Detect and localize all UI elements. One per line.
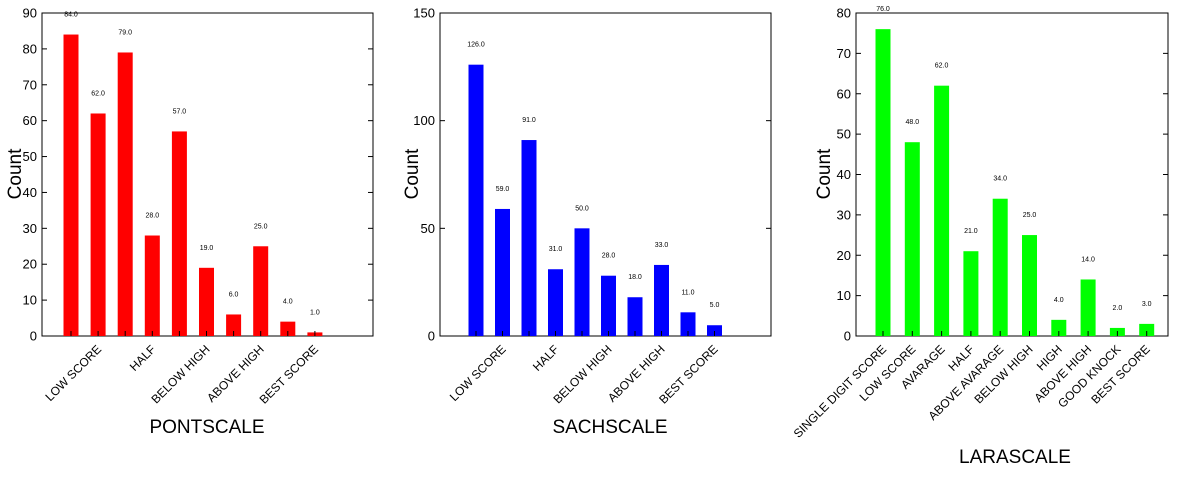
pontscale-chart: 0 10 20 30 40 50 60 70 80 90 84.0 62.0 LOW SCORE 79.0… (5, 6, 374, 438)
y-tick-label: 20 (23, 257, 37, 272)
y-tick-label: 90 (23, 6, 37, 21)
bar (171, 131, 187, 336)
data-label: 79.0 (118, 29, 132, 36)
plot-frame (855, 12, 1169, 337)
bar (548, 269, 563, 336)
y-tick-label: 30 (837, 207, 851, 222)
y-tick-label: 30 (23, 221, 37, 236)
x-axis-label: PONTSCALE (149, 417, 264, 438)
data-label: 33.0 (655, 242, 669, 249)
bar (1051, 319, 1067, 336)
y-tick-label: 10 (23, 293, 37, 308)
y-tick-label: 80 (23, 41, 37, 56)
bar (627, 297, 643, 336)
data-label: 3.0 (1142, 301, 1152, 308)
data-label: 50.0 (575, 205, 589, 212)
data-label: 62.0 (91, 90, 105, 97)
data-label: 19.0 (200, 245, 214, 252)
data-label: 76.0 (876, 6, 890, 13)
data-label: 5.0 (710, 302, 720, 309)
bar (521, 140, 537, 336)
y-tick-label: 60 (23, 113, 37, 128)
data-label: 18.0 (628, 274, 642, 281)
y-tick-label: 50 (837, 127, 851, 142)
bar (495, 208, 510, 336)
bar (280, 321, 296, 336)
sachscale-chart: 0 50 100 150 126.0 59.0 LOW SCORE 91.0 31.0 HALF 5… (402, 6, 772, 438)
data-label: 4.0 (1054, 297, 1064, 304)
bar (680, 312, 696, 336)
data-label: 34.0 (993, 176, 1007, 183)
bar (468, 64, 484, 337)
y-axis-label: Count (5, 148, 26, 199)
data-label: 28.0 (145, 213, 159, 220)
y-tick-label: 0 (844, 329, 851, 344)
bar (963, 251, 979, 336)
data-label: 57.0 (173, 108, 187, 115)
y-tick-label: 50 (421, 221, 435, 236)
y-tick-label: 20 (837, 248, 851, 263)
data-label: 28.0 (602, 253, 616, 260)
bar (1022, 235, 1037, 336)
bar (144, 235, 160, 336)
category-label: HALF (127, 342, 159, 374)
y-axis-label: Count (814, 148, 835, 199)
data-label: 59.0 (496, 186, 510, 193)
data-label: 84.0 (64, 12, 78, 19)
bar (253, 246, 269, 336)
bar (707, 325, 722, 336)
bar (934, 85, 950, 336)
bar (1139, 323, 1155, 336)
x-axis-label: LARASCALE (959, 447, 1071, 468)
y-tick-label: 70 (837, 46, 851, 61)
data-label: 1.0 (310, 309, 320, 316)
data-label: 4.0 (283, 299, 293, 306)
y-tick-label: 50 (23, 149, 37, 164)
y-tick-label: 0 (30, 329, 37, 344)
category-label: HALF (530, 342, 562, 374)
data-label: 126.0 (467, 42, 485, 49)
bar (90, 113, 106, 336)
data-label: 2.0 (1113, 305, 1123, 312)
bar (199, 267, 214, 336)
bar (574, 228, 590, 336)
data-label: 6.0 (229, 291, 239, 298)
bar (1080, 279, 1096, 336)
bar (117, 52, 133, 336)
bar (992, 198, 1008, 336)
data-label: 91.0 (522, 117, 536, 124)
category-label: LOW SCORE (42, 342, 104, 404)
x-axis-label: SACHSCALE (552, 417, 667, 438)
data-label: 11.0 (681, 289, 694, 296)
y-tick-label: 70 (23, 77, 37, 92)
y-tick-label: 40 (837, 167, 851, 182)
data-label: 14.0 (1081, 256, 1095, 263)
y-tick-label: 80 (837, 6, 851, 21)
bar (875, 29, 891, 337)
bar (63, 34, 79, 337)
bar (904, 142, 920, 336)
y-tick-label: 10 (837, 288, 851, 303)
data-label: 25.0 (254, 223, 268, 230)
bar (601, 275, 616, 336)
category-label: LOW SCORE (447, 342, 509, 404)
y-tick-label: 150 (413, 6, 435, 21)
data-label: 21.0 (964, 228, 978, 235)
data-label: 31.0 (549, 246, 563, 253)
y-tick-label: 0 (428, 329, 435, 344)
y-tick-label: 60 (837, 86, 851, 101)
bar (226, 314, 242, 336)
data-label: 62.0 (935, 63, 949, 70)
data-label: 48.0 (905, 119, 919, 126)
y-tick-label: 40 (23, 185, 37, 200)
bar (654, 264, 669, 336)
y-axis-label: Count (402, 148, 423, 199)
y-tick-label: 100 (413, 113, 435, 128)
data-label: 25.0 (1023, 212, 1037, 219)
